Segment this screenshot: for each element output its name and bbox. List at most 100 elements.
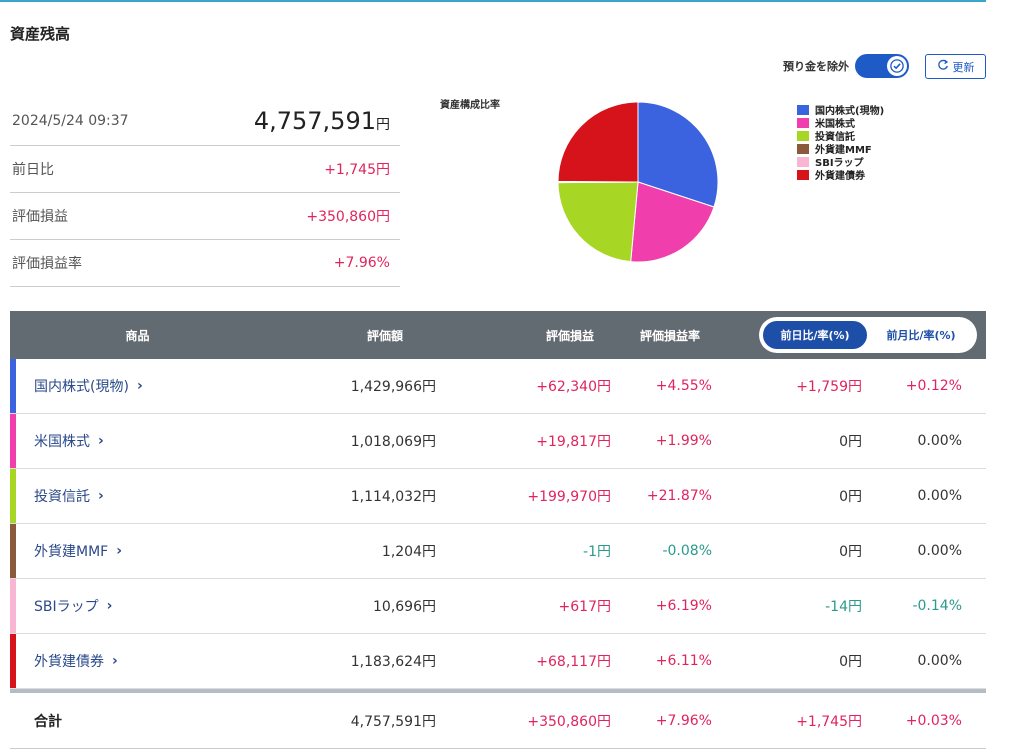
cell-pl-rate: -0.08%	[662, 543, 712, 559]
table-row: 外貨建債券 › 1,183,624円 +68,117円 +6.11% 0円 0.00%	[10, 634, 986, 689]
refresh-label: 更新	[952, 60, 975, 74]
cell-pl-rate: +4.55%	[655, 378, 712, 394]
legend-swatch	[797, 156, 809, 167]
table-row: SBIラップ › 10,696円 +617円 +6.19% -14円 -0.14%	[10, 579, 986, 634]
summary-row-pl-rate: 評価損益率 +7.96%	[10, 240, 400, 287]
section-title: 資産残高	[10, 25, 71, 43]
header-pl-rate: 評価損益率	[639, 328, 700, 343]
segment-month-change[interactable]: 前月比/率(%)	[886, 329, 956, 342]
chart-title: 資産構成比率	[440, 100, 500, 111]
summary-label: 評価損益	[12, 209, 68, 225]
summary-total-row: 2024/5/24 09:37 4,757,591円	[10, 96, 400, 146]
table-row: 投資信託 › 1,114,032円 +199,970円 +21.87% 0円 0.00%	[10, 469, 986, 524]
refresh-icon	[937, 59, 949, 74]
legend-item: 国内株式(現物)	[797, 103, 885, 117]
category-color-bar	[10, 634, 16, 688]
total-pl-rate: +7.96%	[655, 712, 712, 729]
cell-pl: +617円	[558, 599, 611, 615]
table-header: 商品 評価額 評価損益 評価損益率 前日比/率(%) 前月比/率(%)	[10, 311, 986, 359]
cell-pl: -1円	[583, 544, 611, 560]
cell-day-change: 0円	[839, 654, 862, 670]
cell-day-change-rate: +0.12%	[905, 378, 962, 394]
chevron-right-icon: ›	[98, 433, 104, 449]
cell-pl-rate: +1.99%	[655, 433, 712, 449]
product-link[interactable]: 投資信託 ›	[34, 469, 104, 523]
product-name: 投資信託	[34, 489, 90, 505]
refresh-button[interactable]: 更新	[925, 54, 986, 79]
total-label: 合計	[34, 713, 62, 730]
legend-swatch	[797, 143, 809, 154]
pie-slice	[630, 181, 715, 263]
summary-label: 前日比	[12, 162, 54, 178]
chevron-right-icon: ›	[116, 543, 122, 559]
exclude-deposit-toggle-group: 預り金を除外	[783, 54, 909, 78]
product-link[interactable]: 外貨建MMF ›	[34, 524, 122, 578]
total-day-change-rate: +0.03%	[905, 712, 962, 729]
cell-pl: +68,117円	[536, 654, 611, 670]
summary-value: +1,745円	[324, 162, 390, 178]
exclude-deposit-toggle[interactable]	[855, 54, 909, 78]
header-value: 評価額	[366, 328, 403, 343]
total-day-change: +1,745円	[796, 713, 862, 730]
cell-value: 10,696円	[373, 599, 436, 615]
chevron-right-icon: ›	[112, 653, 118, 669]
cell-value: 1,018,069円	[350, 434, 436, 450]
legend-label: 米国株式	[815, 119, 855, 130]
legend-swatch	[797, 117, 809, 128]
product-name: 国内株式(現物)	[34, 379, 129, 395]
legend-item: SBIラップ	[797, 155, 884, 169]
legend-label: 国内株式(現物)	[815, 106, 885, 117]
cell-value: 1,183,624円	[350, 654, 436, 670]
product-link[interactable]: 外貨建債券 ›	[34, 634, 118, 688]
legend-item: 投資信託	[797, 129, 884, 143]
pie-slice	[557, 181, 639, 263]
header-product: 商品	[125, 328, 150, 343]
summary-label: 評価損益率	[12, 256, 82, 272]
table-row: 国内株式(現物) › 1,429,966円 +62,340円 +4.55% +1,759円…	[10, 359, 986, 414]
cell-value: 1,429,966円	[350, 379, 436, 395]
total-value: 4,757,591円	[350, 713, 436, 730]
category-color-bar	[10, 414, 16, 468]
cell-day-change-rate: -0.14%	[912, 598, 962, 614]
cell-pl: +62,340円	[536, 379, 611, 395]
period-segment-control: 前日比/率(%) 前月比/率(%)	[759, 317, 977, 353]
asset-allocation-pie-chart	[557, 101, 719, 263]
category-color-bar	[10, 469, 16, 523]
total-divider	[10, 689, 986, 693]
toggle-label: 預り金を除外	[783, 60, 849, 73]
top-divider	[0, 0, 986, 2]
cell-day-change: +1,759円	[796, 379, 862, 395]
cell-day-change-rate: 0.00%	[917, 488, 962, 504]
summary-row-pl: 評価損益 +350,860円	[10, 193, 400, 240]
category-color-bar	[10, 524, 16, 578]
legend-item: 外貨建債券	[797, 168, 884, 182]
product-link[interactable]: 米国株式 ›	[34, 414, 104, 468]
cell-pl-rate: +21.87%	[646, 488, 712, 504]
table-row: 外貨建MMF › 1,204円 -1円 -0.08% 0円 0.00%	[10, 524, 986, 579]
segment-day-change[interactable]: 前日比/率(%)	[761, 319, 869, 351]
cell-value: 1,114,032円	[350, 489, 436, 505]
pie-slice	[637, 101, 719, 208]
summary-total-amount: 4,757,591	[253, 106, 376, 135]
table-body: 国内株式(現物) › 1,429,966円 +62,340円 +4.55% +1,759円…	[10, 359, 986, 689]
cell-pl-rate: +6.11%	[655, 653, 712, 669]
legend-label: SBIラップ	[815, 158, 864, 169]
category-color-bar	[10, 579, 16, 633]
product-link[interactable]: SBIラップ ›	[34, 579, 112, 633]
chevron-right-icon: ›	[136, 378, 143, 394]
legend-item: 米国株式	[797, 116, 884, 130]
legend-swatch	[797, 104, 809, 115]
legend-swatch	[797, 169, 809, 180]
product-link[interactable]: 国内株式(現物) ›	[34, 359, 143, 413]
category-color-bar	[10, 359, 16, 413]
product-name: 外貨建債券	[34, 654, 104, 670]
total-pl: +350,860円	[527, 713, 611, 730]
cell-day-change: 0円	[839, 434, 862, 450]
cell-day-change-rate: 0.00%	[917, 433, 962, 449]
asset-table: 商品 評価額 評価損益 評価損益率 前日比/率(%) 前月比/率(%) 国内株式…	[10, 311, 986, 749]
cell-day-change-rate: 0.00%	[917, 653, 962, 669]
cell-day-change: 0円	[839, 544, 862, 560]
cell-pl: +19,817円	[536, 434, 611, 450]
summary-total-unit: 円	[376, 116, 390, 133]
cell-value: 1,204円	[381, 544, 436, 560]
